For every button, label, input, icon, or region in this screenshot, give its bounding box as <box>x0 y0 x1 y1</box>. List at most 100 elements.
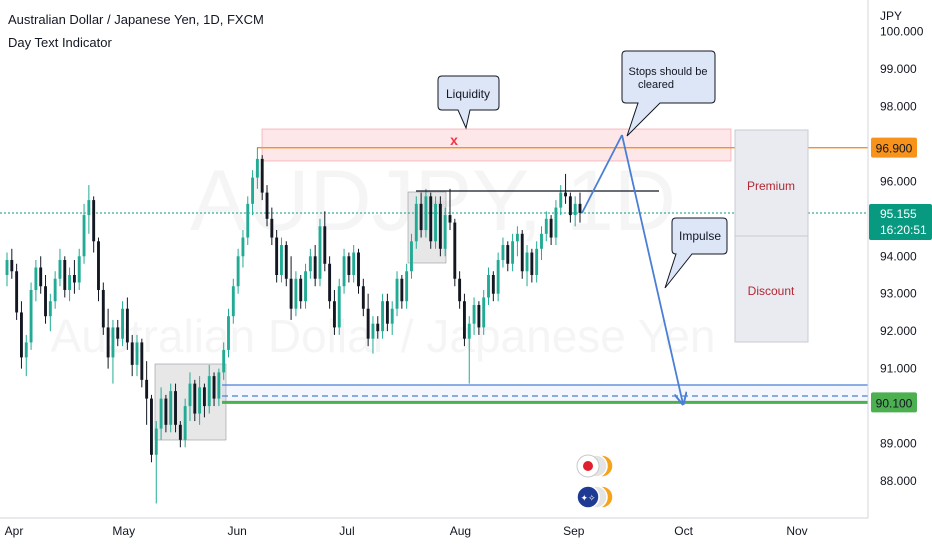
candle-body <box>520 233 524 272</box>
liquidity-zone <box>261 128 732 162</box>
candle-body <box>323 226 327 264</box>
candle-body <box>438 203 442 249</box>
discount-zone <box>734 235 809 343</box>
candle-body <box>231 286 235 317</box>
candle-body <box>58 260 62 279</box>
candle-body <box>125 308 129 343</box>
candle-body <box>24 342 28 358</box>
drawings-layer <box>416 134 683 404</box>
candle-body <box>299 278 303 302</box>
price-axis[interactable]: JPY 88.00089.00090.00091.00092.00093.000… <box>867 0 932 518</box>
price-tick-label: 93.000 <box>880 287 917 301</box>
candle-body <box>410 241 413 272</box>
candle-body <box>77 256 81 283</box>
candle-body <box>246 203 250 238</box>
candle-body <box>130 342 134 365</box>
candle-body <box>308 256 312 272</box>
time-tick-label: Jun <box>228 524 247 538</box>
price-tick-label: 94.000 <box>880 249 917 263</box>
stops-callout[interactable]: Stops should be cleared <box>621 50 716 137</box>
impulse-callout[interactable]: Impulse <box>664 217 728 289</box>
chart-title[interactable]: Australian Dollar / Japanese Yen, 1D, FX… <box>8 12 264 27</box>
candle-body <box>361 286 365 309</box>
candle-body <box>116 327 120 339</box>
last-price-badge <box>869 204 932 241</box>
upper-level-badge-label: 96.900 <box>876 142 913 156</box>
broker-logo: ✦✧ <box>576 454 614 509</box>
candle-body <box>48 301 52 317</box>
time-tick-label: Sep <box>563 524 585 538</box>
candle-body <box>145 379 149 399</box>
candle-body <box>121 308 125 339</box>
candle-body <box>15 271 19 313</box>
projection-down-arrow <box>621 134 683 404</box>
candle-body <box>212 376 216 399</box>
candle-body <box>462 301 466 339</box>
candle-body <box>429 196 433 242</box>
candle-body <box>82 215 86 257</box>
time-tick-label: Aug <box>450 524 471 538</box>
candle-body <box>260 158 264 193</box>
candles-layer <box>5 147 582 504</box>
australia-flag-icon <box>576 485 600 509</box>
candle-body <box>535 248 539 275</box>
candle-body <box>304 271 307 302</box>
candle-body <box>347 256 351 275</box>
candle-body <box>381 301 385 332</box>
candle-body <box>511 241 515 264</box>
candle-body <box>357 252 360 287</box>
candle-body <box>395 278 399 309</box>
candle-body <box>174 391 177 425</box>
time-tick-label: Jul <box>339 524 354 538</box>
candle-body <box>371 323 375 339</box>
japan-flag-sun <box>583 461 593 471</box>
impulse-callout-shape <box>664 217 728 289</box>
price-axis-bg <box>868 0 932 518</box>
impulse-label: Impulse <box>679 229 721 243</box>
candle-body <box>193 383 197 414</box>
liquidity-callout-shape <box>437 75 500 130</box>
candle-body <box>294 278 298 309</box>
candle-body <box>390 308 394 324</box>
candle-body <box>159 398 163 429</box>
candle-body <box>385 301 389 324</box>
candle-body <box>448 215 452 223</box>
candle-body <box>501 245 505 261</box>
candle-body <box>458 278 462 302</box>
liquidity-label: Liquidity <box>446 87 490 101</box>
candle-body <box>178 424 182 440</box>
price-tick-label: 96.000 <box>880 174 917 188</box>
stops-label-line1: Stops should be <box>629 66 708 78</box>
candle-body <box>559 192 563 208</box>
candle-body <box>39 267 43 287</box>
candle-body <box>169 391 173 425</box>
stops-callout-shape <box>621 50 716 137</box>
candle-body <box>72 275 76 283</box>
lower-level-badge-label: 90.100 <box>876 396 913 410</box>
candle-body <box>352 252 356 275</box>
candle-body <box>443 215 447 249</box>
candle-body <box>525 252 529 272</box>
candle-body <box>183 406 187 440</box>
candle-body <box>154 428 158 455</box>
candle-body <box>10 260 14 272</box>
time-axis[interactable]: Apr May Jun Jul Aug Sep Oct Nov <box>0 517 868 538</box>
candle-body <box>111 327 115 358</box>
candle-body <box>236 256 240 287</box>
candle-body <box>549 218 553 238</box>
indicator-label[interactable]: Day Text Indicator <box>8 35 112 50</box>
candle-body <box>251 177 255 204</box>
candle-body <box>414 203 418 242</box>
candle-body <box>376 323 380 332</box>
candle-body <box>265 192 269 219</box>
candle-body <box>564 192 567 197</box>
liquidity-callout[interactable]: Liquidity <box>437 75 500 130</box>
candle-body <box>332 301 336 328</box>
candle-body <box>515 233 519 242</box>
candle-body <box>150 398 153 455</box>
candle-body <box>366 308 370 339</box>
candle-body <box>87 200 91 216</box>
candle-body <box>342 256 346 287</box>
candle-body <box>544 218 548 234</box>
